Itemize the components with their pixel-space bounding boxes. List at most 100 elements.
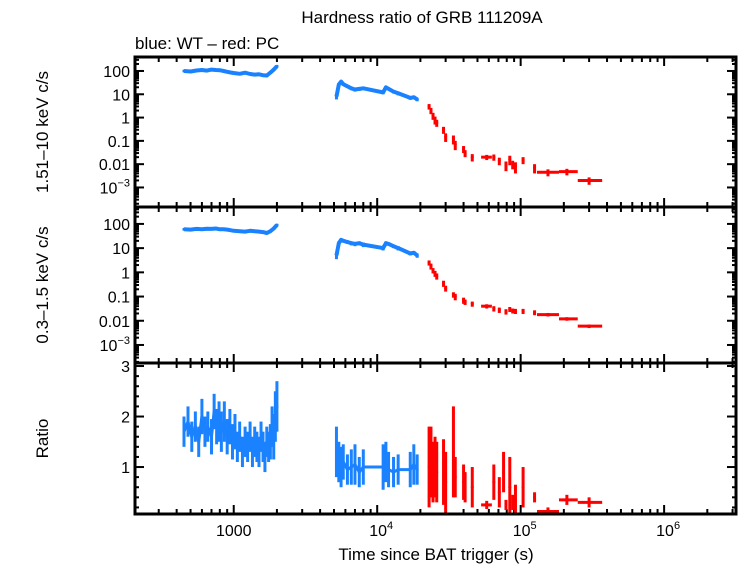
data-point	[412, 95, 416, 99]
data-point	[334, 95, 338, 99]
data-point	[203, 430, 207, 434]
data-point	[497, 490, 501, 494]
data-point	[546, 313, 550, 317]
data-point	[353, 88, 357, 92]
data-point	[337, 83, 341, 87]
data-point	[587, 178, 591, 182]
data-point	[345, 84, 349, 88]
data-point	[470, 485, 474, 489]
data-point	[408, 468, 412, 472]
data-point	[243, 230, 247, 234]
data-point	[248, 435, 252, 439]
series-pc	[427, 104, 603, 185]
panel-2: 100 10 1 0.1 0.01 10−3 0.3–1.5 keV c/s	[33, 205, 738, 365]
series-wt	[182, 381, 419, 490]
data-point	[235, 445, 239, 449]
data-point	[268, 229, 272, 233]
data-point	[384, 85, 388, 89]
data-point	[565, 317, 569, 321]
x-tick-label: 104	[369, 520, 393, 540]
data-point	[225, 228, 229, 232]
data-point	[396, 91, 400, 95]
y-tick-label: 3	[121, 359, 130, 376]
data-point	[253, 229, 257, 233]
data-point	[212, 409, 216, 413]
data-point	[189, 228, 193, 232]
data-point	[200, 415, 204, 419]
data-point	[442, 281, 446, 285]
data-point	[257, 230, 261, 234]
data-point	[275, 64, 279, 68]
data-point	[225, 435, 229, 439]
y-tick-label: 100	[103, 64, 130, 81]
data-point	[200, 227, 204, 231]
data-point	[533, 495, 537, 499]
data-point	[275, 404, 279, 408]
data-point	[219, 430, 223, 434]
y-tick-label: 0.1	[108, 290, 130, 307]
data-point	[533, 310, 537, 314]
data-point	[508, 485, 512, 489]
data-point	[334, 253, 338, 257]
data-point	[233, 430, 237, 434]
data-point	[194, 227, 198, 231]
chart-title: Hardness ratio of GRB 111209A	[301, 8, 543, 27]
data-point	[513, 309, 517, 313]
wt-band	[183, 64, 279, 78]
series-pc	[427, 260, 603, 329]
wt-band	[183, 223, 279, 235]
data-point	[238, 72, 242, 76]
y-tick-label: 1	[121, 460, 130, 477]
data-point	[210, 68, 214, 72]
data-point	[272, 226, 276, 230]
data-point	[243, 440, 247, 444]
data-point	[396, 468, 400, 472]
data-point	[205, 69, 209, 73]
data-point	[435, 121, 439, 125]
data-point	[429, 109, 433, 113]
data-point	[444, 480, 448, 484]
data-point	[357, 87, 361, 91]
data-point	[497, 308, 501, 312]
data-point	[513, 498, 517, 502]
panel-frame	[133, 361, 738, 516]
data-point	[265, 73, 269, 77]
data-point	[341, 82, 345, 86]
data-point	[533, 166, 537, 170]
data-point	[205, 227, 209, 231]
data-point	[238, 229, 242, 233]
data-point	[206, 425, 210, 429]
data-point	[261, 230, 265, 234]
data-point	[182, 430, 186, 434]
data-point	[222, 420, 226, 424]
data-point	[210, 435, 214, 439]
data-point	[384, 460, 388, 464]
data-point	[470, 302, 474, 306]
data-point	[444, 135, 448, 139]
data-point	[463, 151, 467, 155]
data-point	[435, 274, 439, 278]
data-point	[485, 155, 489, 159]
y-axis-label: Ratio	[33, 419, 52, 459]
data-point	[230, 440, 234, 444]
data-point	[265, 231, 269, 235]
data-point	[415, 97, 419, 101]
data-point	[349, 86, 353, 90]
data-point	[182, 227, 186, 231]
data-point	[190, 435, 194, 439]
data-point	[504, 503, 508, 507]
data-point	[257, 72, 261, 76]
data-point	[511, 309, 515, 313]
x-axis-label: Time since BAT trigger (s)	[338, 545, 533, 564]
data-point	[261, 73, 265, 77]
data-point	[248, 229, 252, 233]
y-tick-label: 2	[121, 410, 130, 427]
data-point	[228, 425, 232, 429]
data-point	[502, 470, 506, 474]
data-point	[451, 450, 455, 454]
y-tick-label: 0.01	[99, 157, 130, 174]
data-point	[189, 69, 193, 73]
data-point	[521, 485, 525, 489]
y-tick-label: 100	[103, 217, 130, 234]
